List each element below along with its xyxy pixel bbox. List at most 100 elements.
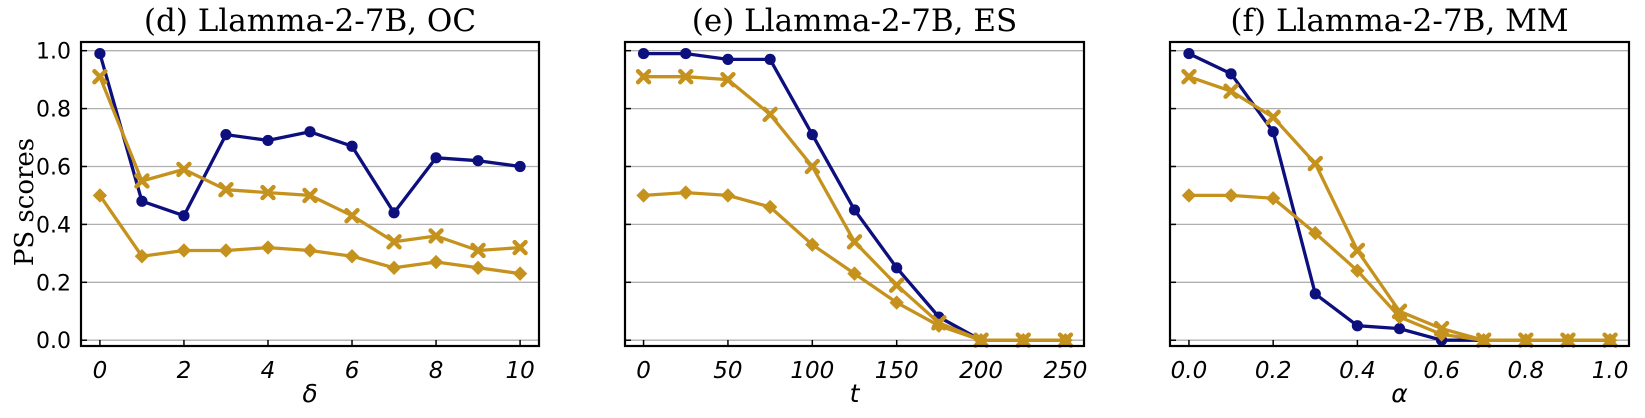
data-point-x	[218, 181, 234, 198]
y-tick-label: 0.2	[36, 271, 71, 296]
data-point-circle	[806, 129, 818, 141]
data-point-x	[260, 184, 276, 201]
x-tick-label: 4	[261, 358, 276, 384]
data-point-diamond	[1602, 333, 1618, 348]
data-point-diamond	[678, 185, 693, 200]
series-line-x	[1188, 75, 1611, 342]
data-point-circle	[430, 152, 442, 164]
x-tick-label: 0.8	[1508, 358, 1545, 384]
data-point-diamond	[1308, 225, 1323, 241]
x-tick-label: 50	[713, 358, 742, 384]
data-point-diamond	[1518, 333, 1534, 348]
x-tick-label: 2	[177, 358, 192, 384]
data-point-x	[1349, 242, 1366, 259]
data-point-circle	[1267, 126, 1279, 138]
y-tick-label: 0.0	[36, 329, 71, 354]
y-axis-label: PS scores	[10, 138, 40, 266]
y-tick-label: 0.6	[36, 155, 71, 180]
data-point-x	[635, 69, 652, 85]
data-point-circle	[346, 140, 358, 152]
data-point-circle	[1393, 323, 1406, 335]
data-point-circle	[722, 53, 734, 65]
data-point-x	[386, 234, 402, 250]
chart-title: (f) Llamma-2-7B, MM	[1230, 3, 1568, 39]
x-tick-label: 100	[790, 358, 834, 384]
x-tick-label: 0.6	[1423, 358, 1460, 384]
plot-frame	[1168, 40, 1631, 348]
data-point-circle	[94, 47, 106, 60]
data-point-circle	[304, 126, 316, 138]
series-line-circle	[643, 51, 1066, 342]
panel-mm: 0.0 0.2 0.4 0.6 0.8 1.0 (f) Llamma-2-7B, MM α	[1168, 3, 1631, 408]
x-tick-label: 1.0	[1592, 358, 1629, 384]
data-point-x	[92, 69, 108, 85]
x-tick-label: 0.2	[1255, 358, 1292, 384]
x-tick-label: 0.0	[1171, 358, 1208, 384]
x-tick-label: 150	[875, 358, 919, 384]
data-point-x	[804, 158, 821, 175]
data-point-x	[888, 277, 905, 293]
data-point-x	[428, 228, 444, 244]
data-point-diamond	[762, 199, 778, 215]
data-point-x	[302, 187, 318, 204]
data-point-diamond	[302, 243, 318, 258]
data-point-circle	[178, 210, 190, 222]
plot-frame	[623, 40, 1086, 348]
x-axis-label: α	[1391, 379, 1408, 408]
data-point-x	[134, 173, 150, 189]
data-point-diamond	[1476, 333, 1491, 348]
chart-title: (e) Llamma-2-7B, ES	[692, 3, 1017, 39]
x-axis-label: t	[850, 379, 861, 408]
data-point-circle	[1309, 288, 1321, 300]
data-point-circle	[1225, 68, 1237, 80]
x-tick-label: 0	[636, 358, 651, 384]
data-point-diamond	[805, 237, 820, 252]
data-point-diamond	[260, 240, 276, 255]
data-point-x	[678, 69, 694, 85]
data-point-diamond	[1223, 188, 1239, 203]
data-point-x	[1307, 155, 1323, 172]
x-tick-label: 10	[505, 358, 534, 384]
data-point-diamond	[1560, 333, 1576, 348]
data-point-diamond	[889, 295, 904, 310]
data-point-x	[846, 234, 863, 250]
panel-oc: 0.0 0.2 0.4 0.6 0.8 1.0 0 2 4 6 8 10 (d) Llamma-2-7B…	[36, 3, 541, 408]
x-tick-label: 250	[1043, 358, 1087, 384]
data-point-x	[344, 208, 360, 224]
data-point-x	[762, 106, 778, 123]
chart-title: (d) Llamma-2-7B, OC	[144, 3, 476, 39]
data-point-circle	[220, 129, 232, 141]
data-point-diamond	[720, 188, 736, 203]
data-point-circle	[136, 195, 148, 207]
data-point-circle	[514, 160, 526, 173]
data-point-diamond	[386, 260, 402, 276]
data-point-diamond	[1350, 263, 1365, 278]
data-point-circle	[848, 204, 861, 216]
y-tick-label: 0.8	[36, 98, 71, 123]
data-point-diamond	[470, 260, 486, 276]
data-point-diamond	[344, 249, 360, 264]
data-point-diamond	[1016, 333, 1031, 348]
data-point-diamond	[218, 243, 234, 258]
data-point-circle	[764, 53, 776, 65]
data-point-diamond	[847, 266, 862, 281]
data-point-diamond	[134, 249, 150, 264]
data-point-circle	[1351, 320, 1363, 332]
y-tick-label: 1.0	[36, 40, 71, 65]
data-point-diamond	[512, 266, 528, 281]
data-point-x	[1223, 83, 1239, 99]
data-point-x	[470, 242, 486, 259]
x-tick-label: 0	[93, 358, 108, 384]
x-tick-label: 6	[345, 358, 360, 384]
x-tick-label: 200	[959, 358, 1003, 384]
data-point-circle	[472, 155, 484, 167]
x-tick-label: 0.4	[1339, 358, 1376, 384]
x-axis-label: δ	[302, 379, 317, 408]
data-point-circle	[680, 47, 692, 60]
data-point-circle	[637, 47, 650, 60]
data-point-x	[512, 239, 528, 256]
data-point-x	[1181, 69, 1197, 85]
data-point-diamond	[931, 318, 947, 333]
data-point-x	[720, 71, 736, 88]
data-point-circle	[891, 262, 903, 274]
